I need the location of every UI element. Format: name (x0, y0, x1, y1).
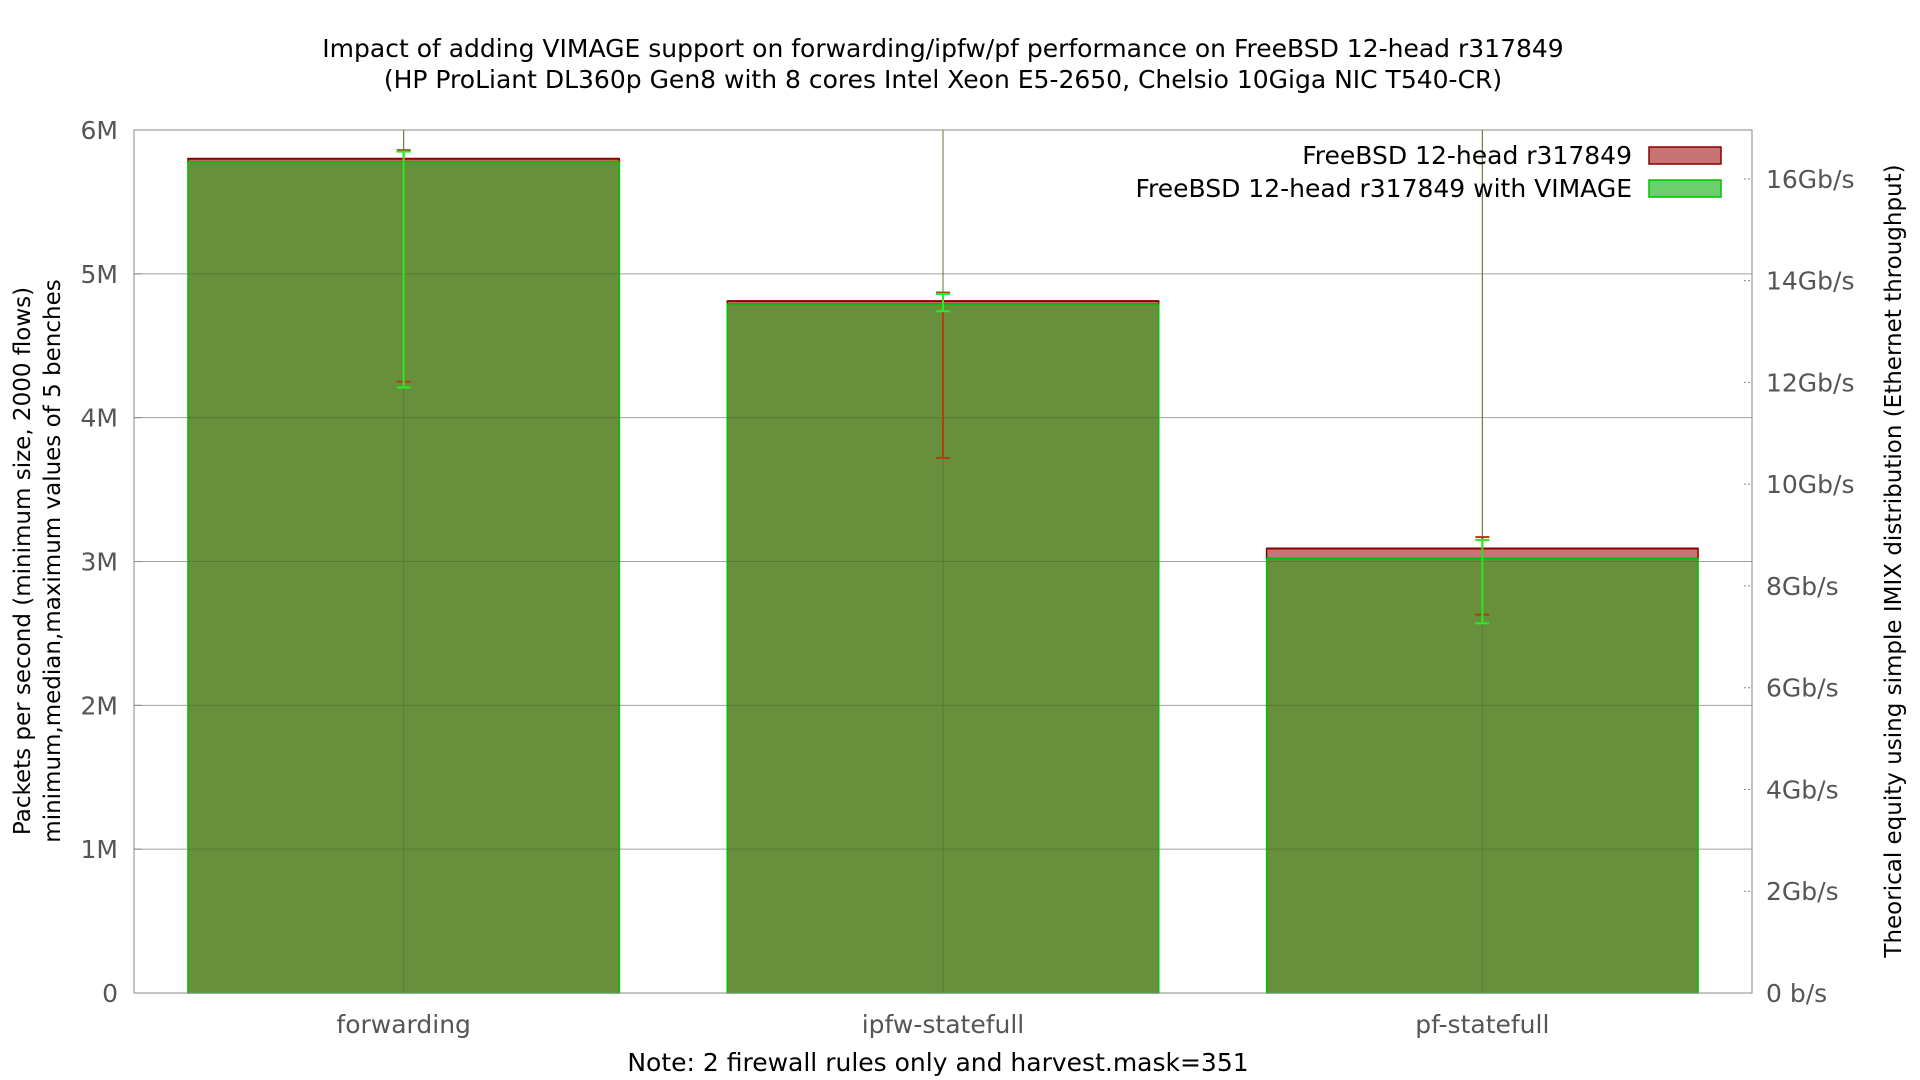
y2-axis-label: Theorical equity using simple IMIX distr… (1881, 164, 1907, 958)
x-tick-label: ipfw-statefull (862, 1010, 1025, 1039)
y-tick-label: 4M (81, 404, 118, 433)
chart-subtitle: (HP ProLiant DL360p Gen8 with 8 cores In… (384, 65, 1502, 94)
y2-tick-label: 12Gb/s (1766, 368, 1855, 397)
y-axis-label-line-2: minimum,median,maximum values of 5 bench… (40, 279, 66, 842)
x-axis-ticks: forwarding ipfw-statefull pf-statefull (336, 1010, 1549, 1039)
y2-tick-label: 8Gb/s (1766, 572, 1839, 601)
y-tick-label: 2M (81, 691, 118, 720)
legend-swatch (1648, 179, 1722, 198)
chart-title: Impact of adding VIMAGE support on forwa… (322, 34, 1563, 63)
bars (187, 130, 1699, 994)
y2-tick-label: 0 b/s (1766, 979, 1827, 1008)
y-axis-ticks: 0 1M 2M 3M 4M 5M 6M (81, 116, 142, 1008)
y2-tick-label: 16Gb/s (1766, 165, 1855, 194)
x-tick-label: forwarding (336, 1010, 471, 1039)
error-bars (396, 149, 1490, 625)
y-tick-label: 1M (81, 835, 118, 864)
y-axis-label-line-1: Packets per second (minimum size, 2000 f… (10, 287, 36, 835)
y2-axis-ticks: 0 b/s 2Gb/s 4Gb/s 6Gb/s 8Gb/s 10Gb/s 12Gb/s 14G… (1744, 165, 1855, 1008)
x-tick-label: pf-statefull (1415, 1010, 1549, 1039)
y2-tick-label: 14Gb/s (1766, 267, 1855, 296)
y2-tick-label: 4Gb/s (1766, 775, 1839, 804)
y-tick-label: 6M (81, 116, 118, 145)
x-axis-note: Note: 2 firewall rules only and harvest.… (627, 1048, 1248, 1077)
y-tick-label: 0 (102, 979, 118, 1008)
y-tick-label: 3M (81, 548, 118, 577)
y2-tick-label: 6Gb/s (1766, 674, 1839, 703)
legend-label: FreeBSD 12-head r317849 with VIMAGE (1135, 174, 1632, 203)
y-tick-label: 5M (81, 260, 118, 289)
y2-tick-label: 2Gb/s (1766, 877, 1839, 906)
legend-swatch (1648, 146, 1722, 165)
legend-label: FreeBSD 12-head r317849 (1302, 141, 1632, 170)
legend: FreeBSD 12-head r317849 FreeBSD 12-head r… (1135, 141, 1722, 203)
y2-tick-label: 10Gb/s (1766, 470, 1855, 499)
